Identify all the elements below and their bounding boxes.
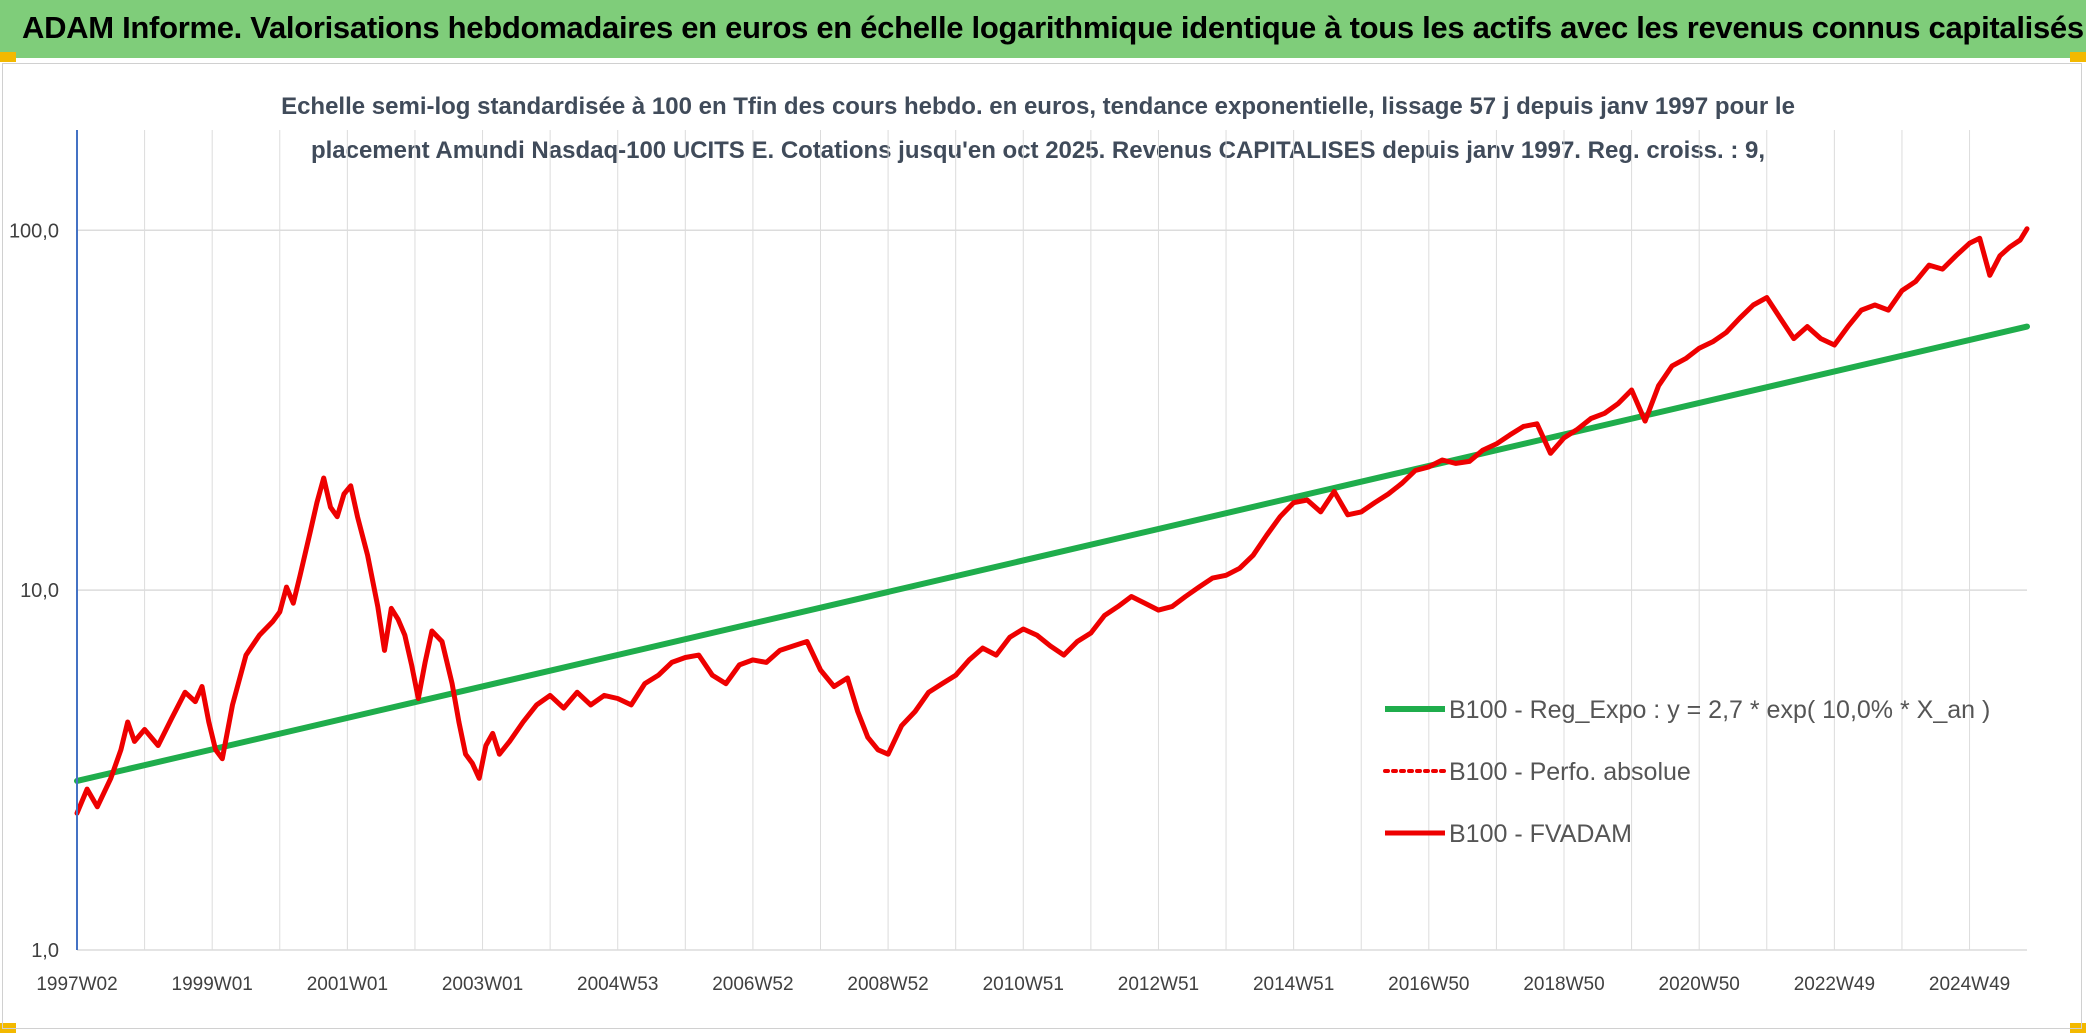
y-tick-label: 100,0 [9, 220, 59, 242]
corner-marker-top-right [2070, 52, 2086, 62]
x-tick-label: 2024W49 [1929, 974, 2010, 995]
x-tick-label: 1997W02 [36, 974, 117, 995]
legend: B100 - Reg_Expo : y = 2,7 * exp( 10,0% *… [1383, 696, 1990, 848]
grid [76, 130, 2027, 951]
page-title: ADAM Informe. Valorisations hebdomadaire… [22, 10, 2084, 45]
fvadam-line [74, 226, 2030, 816]
x-tick-label: 2014W51 [1253, 974, 1334, 995]
x-tick-label: 2004W53 [577, 974, 658, 995]
x-tick-label: 2022W49 [1794, 974, 1875, 995]
x-tick-label: 2012W51 [1118, 974, 1199, 995]
y-tick-label: 1,0 [31, 940, 59, 962]
y-tick-label: 10,0 [20, 580, 59, 602]
legend-label: B100 - FVADAM [1449, 820, 1632, 848]
x-tick-label: 2016W50 [1388, 974, 1469, 995]
corner-marker-top-left [0, 52, 16, 62]
chart-frame [2, 63, 2082, 1029]
x-tick-label: 2001W01 [307, 974, 388, 995]
x-tick-label: 2020W50 [1659, 974, 1740, 995]
legend-label: B100 - Perfo. absolue [1449, 758, 1691, 786]
title-banner: ADAM Informe. Valorisations hebdomadaire… [0, 0, 2086, 58]
x-tick-label: 2010W51 [983, 974, 1064, 995]
x-tick-label: 2018W50 [1523, 974, 1604, 995]
series-layer [74, 226, 2030, 816]
x-tick-label: 2003W01 [442, 974, 523, 995]
chart-subtitle-line2: placement Amundi Nasdaq-100 UCITS E. Cot… [311, 137, 1765, 164]
axes: 1,0 10,0 100,0 1997W02 1999W01 2001W01 2003W01… [9, 130, 2010, 995]
legend-label: B100 - Reg_Expo : y = 2,7 * exp( 10,0% *… [1449, 696, 1990, 724]
x-tick-label: 1999W01 [172, 974, 253, 995]
x-tick-label: 2008W52 [847, 974, 928, 995]
regression-line [74, 323, 2030, 784]
chart-subtitle-line1: Echelle semi-log standardisée à 100 en T… [281, 93, 1795, 120]
x-tick-label: 2006W52 [712, 974, 793, 995]
